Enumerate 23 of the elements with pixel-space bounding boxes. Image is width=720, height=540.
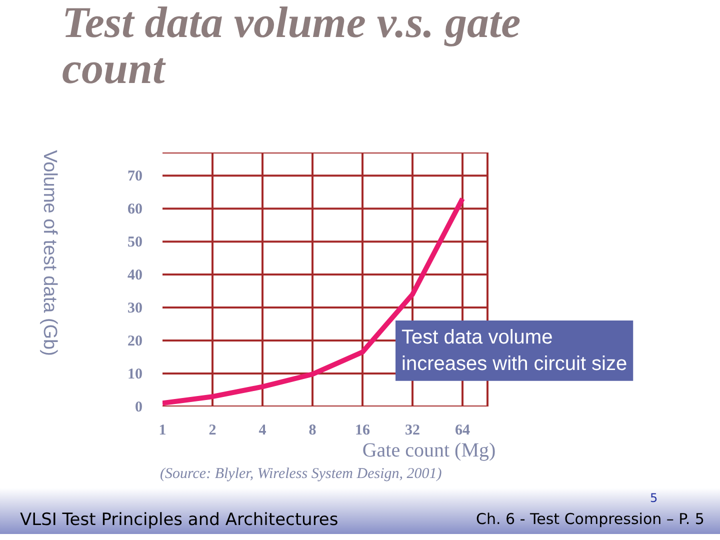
y-tick-label: 60 <box>128 202 142 218</box>
x-tick-label: 4 <box>258 422 267 438</box>
text: 5 <box>650 490 658 507</box>
y-tick-label: 30 <box>128 300 142 317</box>
y-tick-label: 40 <box>128 268 142 284</box>
y-tick-label: 10 <box>128 366 142 383</box>
x-tick-label: 32 <box>405 422 420 438</box>
x-tick-label: 8 <box>308 422 316 438</box>
x-axis-title: Gate count (Mg) <box>362 440 496 462</box>
y-tick-label: 0 <box>135 400 142 416</box>
y-tick-label: 50 <box>128 234 142 251</box>
x-tick-label: 64 <box>455 422 470 438</box>
annotation: Test data volume increases with circuit size <box>402 326 628 375</box>
x-tick-label: 2 <box>208 422 216 438</box>
y-axis-title: Volume of test data (Gb) <box>38 149 62 356</box>
text: VLSI Test Principles and Architectures <box>20 509 338 532</box>
text: (Source: Blyler, Wireless System Design, 2001) <box>159 465 442 484</box>
y-tick-label: 20 <box>128 334 142 350</box>
x-tick-label: 1 <box>158 422 166 438</box>
chart-title: Test data volume v.s. gate count <box>61 0 522 94</box>
text: Ch. 6 - Test Compression – P. 5 <box>476 509 704 530</box>
x-tick-label: 16 <box>355 422 370 438</box>
y-tick-label: 70 <box>128 168 142 185</box>
